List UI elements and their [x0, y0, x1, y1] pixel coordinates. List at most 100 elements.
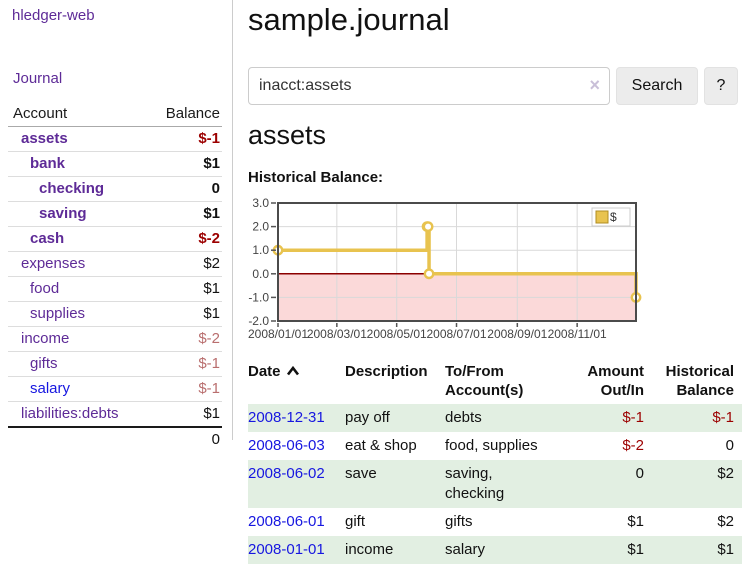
account-link[interactable]: liabilities:debts	[21, 405, 119, 422]
transaction-accounts: salary	[445, 536, 575, 564]
account-row-supplies: supplies $1	[8, 301, 222, 327]
account-link[interactable]: checking	[39, 180, 105, 197]
svg-text:$: $	[610, 210, 617, 224]
account-balance: $-1	[145, 126, 222, 152]
transaction-description: save	[345, 460, 445, 508]
transaction-amount: $1	[627, 513, 644, 530]
balance-column-header: Balance	[145, 102, 222, 127]
transaction-description: eat & shop	[345, 437, 417, 454]
account-column-header: Account	[8, 102, 146, 127]
transaction-amount: $-2	[622, 437, 644, 454]
register-row: 2008-01-01 income salary $1 $1	[248, 536, 742, 564]
register-row: 2008-06-01 gift gifts $1 $2	[248, 508, 742, 536]
svg-text:2.0: 2.0	[252, 220, 269, 234]
main-content: sample.journal × Search ? assets Histori…	[248, 0, 742, 564]
account-balance: $-2	[145, 326, 222, 352]
transaction-date-link[interactable]: 2008-12-31	[248, 409, 325, 426]
account-link[interactable]: supplies	[30, 305, 86, 322]
account-balance: $1	[145, 201, 222, 227]
historical-balance-chart: 3.0 2.0 1.0 0.0 -1.0 -2.0 2008/01/01 2008/03/01…	[248, 196, 742, 347]
accounts-total-value: 0	[145, 426, 222, 452]
transaction-accounts: debts	[445, 404, 575, 432]
account-link[interactable]: assets	[21, 130, 68, 147]
svg-text:1.0: 1.0	[252, 243, 269, 257]
register-row: 2008-12-31 pay off debts $-1 $-1	[248, 404, 742, 432]
description-column-header: Description	[345, 363, 428, 380]
account-link[interactable]: gifts	[30, 355, 58, 372]
transaction-balance: 0	[725, 437, 734, 454]
tofrom-column-header: To/From Account(s)	[445, 363, 524, 399]
account-row-saving: saving $1	[8, 201, 222, 227]
account-link[interactable]: saving	[39, 205, 87, 222]
transaction-balance: $1	[652, 536, 742, 564]
svg-text:0.0: 0.0	[252, 267, 269, 281]
transaction-date-link[interactable]: 2008-01-01	[248, 541, 325, 558]
register-table: Date Description To/From Account(s) Amou…	[248, 360, 742, 564]
account-balance: $1	[145, 301, 222, 327]
account-balance: 0	[145, 176, 222, 202]
search-input[interactable]	[248, 67, 610, 105]
search-button[interactable]: Search	[616, 67, 698, 105]
transaction-description: pay off	[345, 404, 445, 432]
page-title: sample.journal	[248, 2, 450, 37]
transaction-accounts: food, supplies	[445, 437, 538, 454]
accounts-table-header: Account Balance	[8, 102, 222, 127]
sidebar: hledger-web Journal Account Balance asse…	[0, 0, 233, 452]
chart-heading: Historical Balance:	[248, 169, 384, 186]
account-link[interactable]: expenses	[21, 255, 86, 272]
transaction-balance: $2	[652, 460, 742, 508]
transaction-amount: 0	[575, 460, 652, 508]
account-link[interactable]: food	[30, 280, 60, 297]
svg-text:3.0: 3.0	[252, 196, 269, 210]
transaction-balance: $-1	[652, 404, 742, 432]
accounts-table: Account Balance assets $-1 bank $1 check…	[8, 102, 222, 452]
account-balance: $1	[145, 276, 222, 302]
transaction-accounts: saving, checking	[445, 460, 575, 508]
svg-text:2008/07/01: 2008/07/01	[426, 327, 486, 341]
chart-canvas: 3.0 2.0 1.0 0.0 -1.0 -2.02008/01/012008/03/01…	[248, 196, 642, 341]
svg-text:-2.0: -2.0	[248, 314, 269, 328]
help-button[interactable]: ?	[704, 67, 738, 105]
account-balance: $1	[145, 151, 222, 177]
transaction-amount: $1	[575, 536, 652, 564]
accounts-total-row: 0	[8, 426, 222, 452]
transaction-accounts: gifts	[445, 513, 473, 530]
account-row-checking: checking 0	[8, 176, 222, 202]
account-balance: $-2	[145, 226, 222, 252]
account-row-bank: bank $1	[8, 151, 222, 177]
account-row-assets: assets $-1	[8, 126, 222, 152]
clear-search-icon[interactable]: ×	[589, 75, 600, 95]
svg-text:2008/09/01: 2008/09/01	[487, 327, 547, 341]
transaction-date-link[interactable]: 2008-06-03	[248, 437, 325, 454]
amount-column-header: Amount Out/In	[587, 363, 644, 399]
account-link[interactable]: salary	[30, 380, 71, 397]
balance-column-header: Historical Balance	[665, 363, 734, 399]
transaction-description: gift	[345, 513, 366, 530]
date-column-header[interactable]: Date	[248, 360, 345, 404]
transaction-balance: $2	[717, 513, 734, 530]
account-row-cash: cash $-2	[8, 226, 222, 252]
register-row: 2008-06-03 eat & shop food, supplies $-2…	[248, 432, 742, 460]
search-form: × Search ?	[248, 67, 742, 105]
register-row: 2008-06-02 save saving, checking 0 $2	[248, 460, 742, 508]
account-balance: $-1	[145, 376, 222, 402]
account-link[interactable]: cash	[30, 230, 65, 247]
account-heading: assets	[248, 120, 327, 150]
transaction-date-link[interactable]: 2008-06-02	[248, 465, 325, 482]
app-title-link[interactable]: hledger-web	[12, 7, 95, 24]
svg-text:-1.0: -1.0	[248, 290, 269, 304]
account-link[interactable]: bank	[30, 155, 66, 172]
account-row-food: food $1	[8, 276, 222, 302]
account-balance: $1	[145, 401, 222, 428]
journal-link[interactable]: Journal	[13, 70, 63, 87]
account-row-gifts: gifts $-1	[8, 351, 222, 377]
transaction-amount: $-1	[575, 404, 652, 432]
account-balance: $2	[145, 251, 222, 277]
svg-text:2008/11/01: 2008/11/01	[548, 327, 607, 341]
svg-text:2008/05/01: 2008/05/01	[367, 327, 427, 341]
register-header-row: Date Description To/From Account(s) Amou…	[248, 360, 742, 404]
account-link[interactable]: income	[21, 330, 70, 347]
transaction-date-link[interactable]: 2008-06-01	[248, 513, 325, 530]
svg-text:2008/03/01: 2008/03/01	[307, 327, 367, 341]
transaction-description: income	[345, 536, 445, 564]
